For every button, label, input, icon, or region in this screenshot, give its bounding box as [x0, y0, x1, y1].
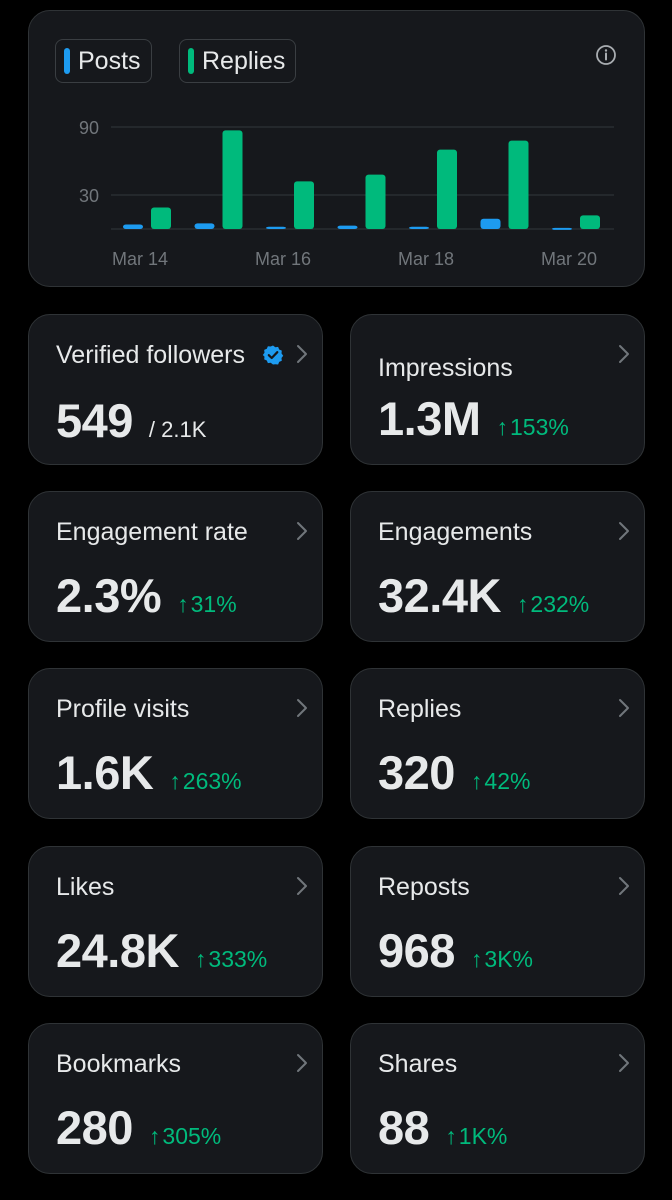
bar-posts-mar-14 — [123, 224, 143, 229]
metric-label: Likes — [56, 873, 115, 901]
bar-posts-mar-20 — [552, 227, 572, 230]
metric-value: 549 — [56, 394, 133, 447]
metric-card-shares[interactable]: Shares 88 ↑1K% — [350, 1023, 645, 1174]
up-arrow-icon: ↑ — [470, 768, 483, 794]
up-arrow-icon: ↑ — [169, 768, 181, 794]
metric-change: ↑1K% — [445, 1123, 508, 1149]
legend-posts-label: Posts — [78, 46, 141, 75]
metric-label: Verified followers — [56, 341, 245, 369]
metric-value: 1.3M — [378, 392, 481, 445]
metric-label: Bookmarks — [56, 1050, 182, 1078]
metric-label: Replies — [378, 695, 462, 723]
metric-change: ↑42% — [470, 768, 531, 794]
chart-card: Posts Replies 30 90 Mar 14 Mar 16 Mar 18 Mar … — [28, 10, 645, 287]
metric-label: Impressions — [378, 354, 513, 382]
x-tick-label: Mar 20 — [541, 249, 597, 269]
metric-value: 24.8K — [56, 924, 179, 977]
posts-color-swatch — [64, 48, 70, 74]
bar-posts-mar-15 — [194, 223, 215, 229]
bar-chart: 30 90 Mar 14 Mar 16 Mar 18 Mar 20 — [79, 118, 614, 269]
info-icon[interactable] — [595, 44, 617, 66]
bar-replies-mar-14 — [151, 207, 171, 229]
chevron-right-icon — [619, 522, 629, 540]
metric-card-likes[interactable]: Likes 24.8K ↑333% — [28, 846, 323, 997]
metric-change: ↑305% — [148, 1123, 222, 1149]
up-arrow-icon: ↑ — [445, 1123, 457, 1149]
chevron-right-icon — [297, 345, 307, 363]
metric-value: 968 — [378, 924, 455, 977]
metric-change: ↑263% — [169, 768, 242, 794]
metric-value: 280 — [56, 1101, 133, 1154]
legend-replies-label: Replies — [202, 46, 286, 75]
metric-value: 32.4K — [378, 569, 501, 622]
metric-value: 1.6K — [56, 746, 154, 799]
bar-replies-mar-17 — [365, 174, 386, 229]
bar-replies-mar-18 — [437, 149, 457, 229]
x-tick-label: Mar 14 — [112, 249, 168, 269]
y-tick-label: 90 — [79, 118, 99, 138]
chevron-right-icon — [297, 877, 307, 895]
metric-change: ↑3K% — [470, 946, 534, 972]
metric-card-profile-visits[interactable]: Profile visits 1.6K ↑263% — [28, 668, 323, 819]
bar-posts-mar-18 — [409, 226, 429, 229]
up-arrow-icon: ↑ — [470, 946, 483, 972]
metric-card-engagement-rate[interactable]: Engagement rate 2.3% ↑31% — [28, 491, 323, 642]
metric-value: 2.3% — [56, 569, 162, 622]
x-tick-label: Mar 18 — [398, 249, 454, 269]
metric-label: Engagements — [378, 518, 533, 546]
metric-change: ↑153% — [496, 414, 569, 440]
up-arrow-icon: ↑ — [194, 946, 207, 972]
chevron-right-icon — [619, 877, 629, 895]
metric-change: ↑31% — [177, 591, 237, 617]
chevron-right-icon — [619, 699, 629, 717]
chevron-right-icon — [297, 699, 307, 717]
chevron-right-icon — [297, 522, 307, 540]
bar-replies-mar-20 — [580, 215, 600, 229]
y-tick-label: 30 — [79, 186, 99, 206]
legend-posts-toggle[interactable]: Posts — [55, 39, 152, 83]
up-arrow-icon: ↑ — [516, 591, 529, 617]
metric-card-bookmarks[interactable]: Bookmarks 280 ↑305% — [28, 1023, 323, 1174]
bar-posts-mar-16 — [266, 226, 286, 229]
bar-replies-mar-16 — [294, 181, 314, 229]
metric-card-engagements[interactable]: Engagements 32.4K ↑232% — [350, 491, 645, 642]
metric-card-reposts[interactable]: Reposts 968 ↑3K% — [350, 846, 645, 997]
verified-badge-icon — [262, 345, 284, 365]
metric-change: ↑232% — [516, 591, 590, 617]
chevron-right-icon — [297, 1054, 307, 1072]
bar-replies-mar-15 — [222, 130, 243, 229]
up-arrow-icon: ↑ — [496, 414, 509, 440]
x-tick-label: Mar 16 — [255, 249, 311, 269]
metric-label: Reposts — [378, 873, 470, 901]
chevron-right-icon — [619, 1054, 629, 1072]
metric-label: Engagement rate — [56, 518, 248, 546]
replies-color-swatch — [188, 48, 194, 74]
metric-value: 320 — [378, 746, 455, 799]
metric-card-replies[interactable]: Replies 320 ↑42% — [350, 668, 645, 819]
bar-posts-mar-19 — [480, 218, 501, 229]
metric-label: Shares — [378, 1050, 458, 1078]
up-arrow-icon: ↑ — [148, 1123, 161, 1149]
bar-replies-mar-19 — [508, 140, 529, 229]
metric-card-verified-followers[interactable]: Verified followers 549 / 2.1K — [28, 314, 323, 465]
legend-replies-toggle[interactable]: Replies — [179, 39, 297, 83]
chevron-right-icon — [619, 345, 629, 363]
metric-total: / 2.1K — [148, 417, 207, 442]
metric-value: 88 — [378, 1101, 430, 1154]
up-arrow-icon: ↑ — [177, 591, 189, 617]
metric-card-impressions[interactable]: Impressions 1.3M ↑153% — [350, 314, 645, 465]
metric-label: Profile visits — [56, 695, 190, 723]
bar-posts-mar-17 — [337, 225, 358, 229]
metric-change: ↑333% — [194, 946, 268, 972]
